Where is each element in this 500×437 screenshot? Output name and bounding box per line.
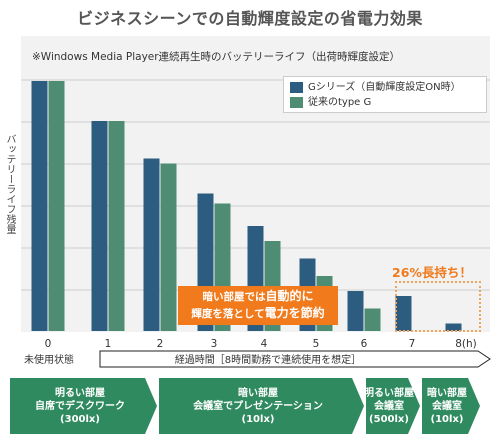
highlight-box [395, 281, 481, 332]
callout-box: 暗い部屋では自動的に 輝度を落として電力を節約 [178, 286, 338, 325]
time-axis-arrow: 未使用状態 経過時間［8時間勤務で連続使用を想定］ [24, 350, 491, 368]
scene-arrow-4 [422, 378, 480, 434]
scene-2-line2: 会議室でプレゼンテーション [193, 400, 323, 412]
chart-note: ※Windows Media Player連続再生時のバッテリーライフ（出荷時輝… [32, 50, 400, 63]
legend-label-series2: 従来のtype G [308, 97, 372, 108]
x-tick-label: 4 [261, 338, 268, 350]
scene-1-line1: 明るい部屋 [55, 387, 105, 399]
scene-2-line1: 暗い部屋 [238, 387, 278, 399]
x-tick-label: 5 [313, 338, 320, 350]
bar-series1-6 [347, 291, 364, 331]
scene-4-line2: 会議室 [432, 400, 462, 412]
tick-labels: 0 1 2 3 4 5 6 7 8(h) [45, 338, 477, 350]
badge-26-percent: 26%長持ち！ [392, 265, 472, 280]
scene-1: 明るい部屋 自席でデスクワーク (300lx) [10, 378, 150, 434]
axis-start-label: 未使用状態 [24, 353, 74, 366]
bar-series2-1 [108, 121, 125, 331]
scene-1-line2: 自席でデスクワーク [35, 400, 125, 412]
x-tick-label: 6 [361, 338, 368, 350]
bar-series1-8 [445, 323, 462, 331]
callout-line1-pre: 暗い部屋では [202, 291, 266, 303]
x-tick-label: 0 [45, 338, 52, 350]
scene-4-line3: (10lx) [430, 413, 464, 425]
bar-series1-7 [395, 296, 412, 331]
scene-arrow-2 [159, 378, 364, 434]
legend-swatch-series2 [290, 97, 303, 108]
bar-series1-2 [143, 158, 160, 331]
callout-line2-pre: 輝度を落として [191, 308, 265, 320]
scene-4-line1: 暗い部屋 [427, 387, 467, 399]
legend-swatch-series1 [290, 82, 303, 93]
bar-series1-0 [31, 81, 48, 331]
bar-series1-1 [91, 121, 108, 331]
x-tick-label: 7 [409, 338, 416, 350]
scene-arrow-3 [366, 378, 420, 434]
legend-label-series1: Gシリーズ（自動輝度設定ON時） [308, 82, 461, 93]
legend: Gシリーズ（自動輝度設定ON時） 従来のtype G [283, 76, 487, 113]
scene-2: 暗い部屋 会議室でプレゼンテーション (10lx) [159, 378, 357, 434]
scene-3-line2: 会議室 [374, 400, 404, 412]
bar-series2-6 [364, 308, 381, 331]
scene-1-line3: (300lx) [60, 413, 100, 425]
legend-item-series2: 従来のtype G [290, 95, 486, 110]
callout-line-2: 輝度を落として電力を節約 [178, 305, 338, 322]
scene-arrows [10, 378, 480, 434]
y-axis-label: バッテリーライフ残量 [4, 134, 15, 234]
callout-line-1: 暗い部屋では自動的に [178, 288, 338, 305]
axis-middle-label: 経過時間［8時間勤務で連続使用を想定］ [175, 353, 361, 366]
scene-2-line3: (10lx) [241, 413, 275, 425]
x-tick-label: 1 [105, 338, 112, 350]
callout-line1-em: 自動的に [265, 289, 314, 303]
legend-item-series1: Gシリーズ（自動輝度設定ON時） [290, 80, 486, 95]
chart-title: ビジネスシーンでの自動輝度設定の省電力効果 [77, 9, 423, 28]
scene-arrow-1 [10, 378, 157, 434]
bar-series2-2 [160, 163, 177, 331]
scene-3-line1: 明るい部屋 [364, 387, 414, 399]
scene-3: 明るい部屋 会議室 (500lx) [364, 378, 414, 434]
x-tick-label: 3 [211, 338, 218, 350]
x-tick-label: 8(h) [455, 338, 477, 350]
x-tick-label: 2 [157, 338, 164, 350]
bar-series2-0 [48, 81, 65, 331]
scene-3-line3: (500lx) [369, 413, 409, 425]
callout-line2-em: 電力を節約 [264, 306, 325, 320]
scene-4: 暗い部屋 会議室 (10lx) [420, 378, 474, 434]
